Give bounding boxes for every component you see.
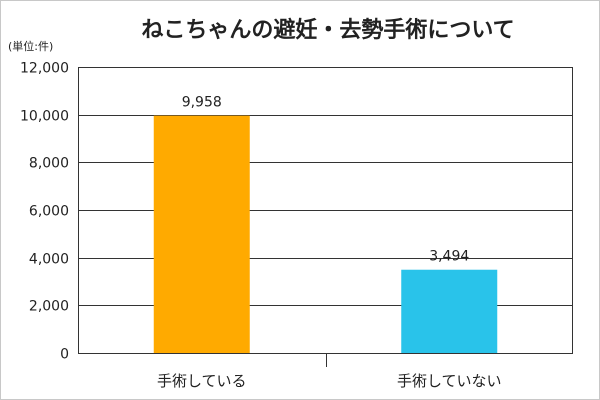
axes [78, 67, 573, 367]
category-label: 手術していない [397, 372, 502, 390]
gridlines [78, 67, 573, 306]
unit-label: (単位:件) [8, 39, 53, 53]
y-tick-label: 6,000 [29, 204, 69, 220]
data-label: 9,958 [182, 95, 222, 111]
y-tick-label: 10,000 [20, 109, 69, 125]
chart-title: ねこちゃんの避妊・去勢手術について [141, 17, 514, 43]
bar [401, 269, 498, 353]
category-label: 手術している [157, 372, 247, 390]
y-tick-label: 2,000 [29, 299, 69, 315]
category-labels: 手術している 手術していない [157, 372, 502, 390]
y-tick-label: 0 [60, 347, 69, 363]
bar [153, 115, 250, 353]
y-tick-label: 8,000 [29, 156, 69, 172]
data-label: 3,494 [429, 249, 469, 265]
y-tick-label: 4,000 [29, 252, 69, 268]
bars [153, 115, 498, 353]
y-tick-labels: 0 2,000 4,000 6,000 8,000 10,000 12,000 [20, 61, 69, 363]
y-tick-label: 12,000 [20, 61, 69, 77]
data-labels: 9,958 3,494 [182, 95, 470, 265]
